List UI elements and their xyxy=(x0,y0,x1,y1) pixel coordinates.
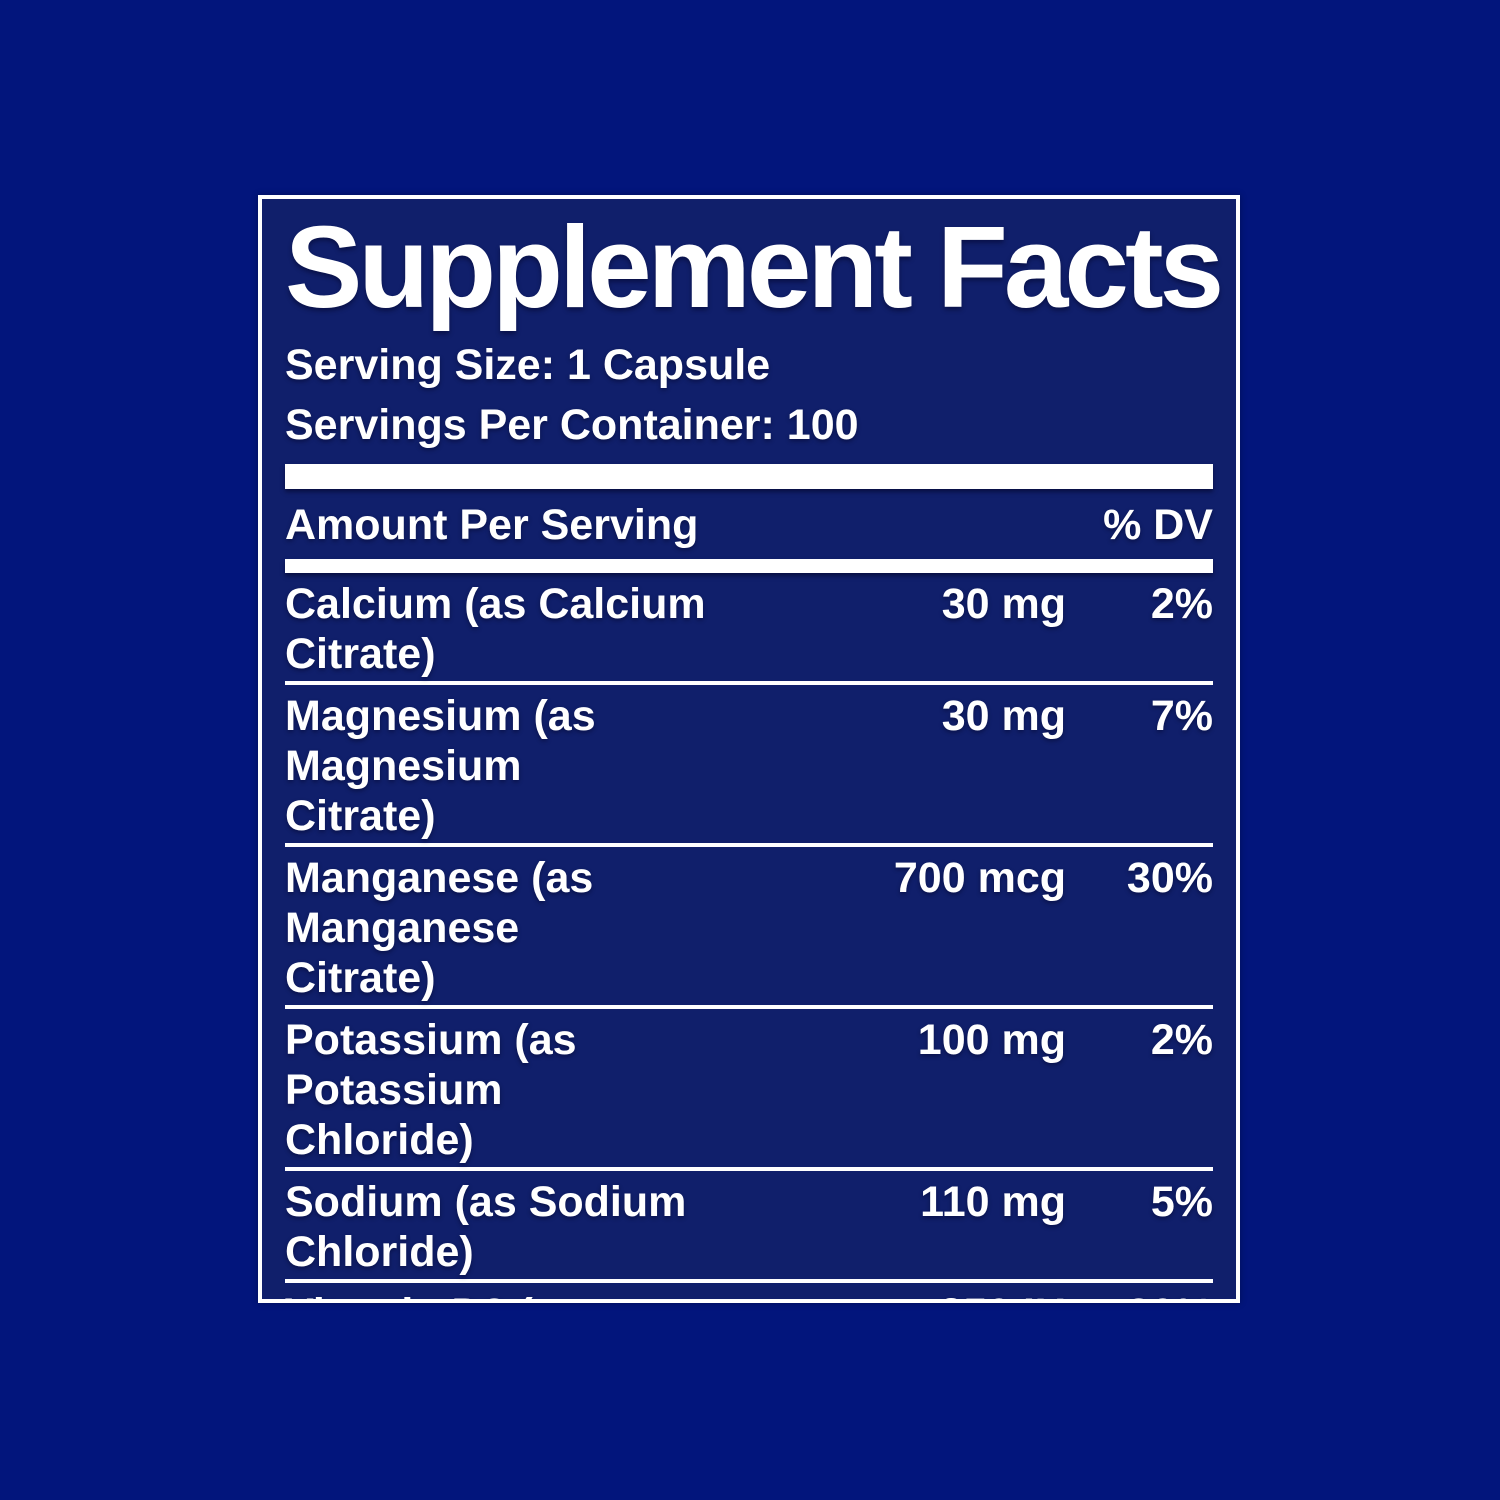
table-row: Manganese (as Manganese Citrate) 700 mcg… xyxy=(285,847,1213,1009)
nutrient-amount: 110 mg xyxy=(920,1177,1066,1226)
nutrient-name: Sodium (as Sodium Chloride) xyxy=(285,1177,687,1276)
nutrient-amount: 30 mg xyxy=(941,579,1066,628)
nutrient-amount: 30 mg xyxy=(941,691,1066,740)
divider-bar-header xyxy=(285,558,1213,573)
serving-size-line: Serving Size: 1 Capsule xyxy=(285,340,771,389)
table-row: Magnesium (as Magnesium Citrate) 30 mg 7… xyxy=(285,685,1213,847)
nutrient-dv: 7% xyxy=(1150,691,1213,740)
nutrient-dv: 5% xyxy=(1150,1177,1213,1226)
table-row: Calcium (as Calcium Citrate) 30 mg 2% xyxy=(285,573,1213,685)
nutrient-amount: 250 IU xyxy=(755,1289,1066,1299)
nutrient-dv: 2% xyxy=(1150,579,1213,628)
nutrient-dv: 30% xyxy=(1126,853,1213,902)
label-title: Supplement Facts xyxy=(285,202,1224,332)
nutrient-name: Vitamin D3 (as Cholecalciferol) xyxy=(285,1289,755,1299)
table-row: Vitamin D3 (as Cholecalciferol) 250 IU 3… xyxy=(285,1283,1213,1299)
nutrient-name: Manganese (as Manganese Citrate) xyxy=(285,853,594,1002)
nutrient-name: Magnesium (as Magnesium Citrate) xyxy=(285,691,596,840)
nutrient-dv: 2% xyxy=(1150,1015,1213,1064)
nutrient-amount: 100 mg xyxy=(917,1015,1066,1064)
nutrient-amount: 700 mcg xyxy=(893,853,1066,902)
supplement-facts-label: Supplement Facts Serving Size: 1 Capsule… xyxy=(258,195,1240,1303)
amount-per-serving-label: Amount Per Serving xyxy=(285,500,699,549)
nutrient-dv: 30% xyxy=(1066,1289,1213,1299)
percent-dv-label: % DV xyxy=(1103,500,1213,549)
table-row: Potassium (as Potassium Chloride) 100 mg… xyxy=(285,1009,1213,1171)
servings-per-container-line: Servings Per Container: 100 xyxy=(285,400,859,449)
table-row: Sodium (as Sodium Chloride) 110 mg 5% xyxy=(285,1171,1213,1283)
facts-table-body: Calcium (as Calcium Citrate) 30 mg 2% Ma… xyxy=(285,573,1213,1299)
nutrient-name: Potassium (as Potassium Chloride) xyxy=(285,1015,577,1164)
table-header-row: Amount Per Serving % DV xyxy=(285,500,1213,550)
divider-bar-top xyxy=(285,463,1213,489)
nutrient-name: Calcium (as Calcium Citrate) xyxy=(285,579,706,678)
